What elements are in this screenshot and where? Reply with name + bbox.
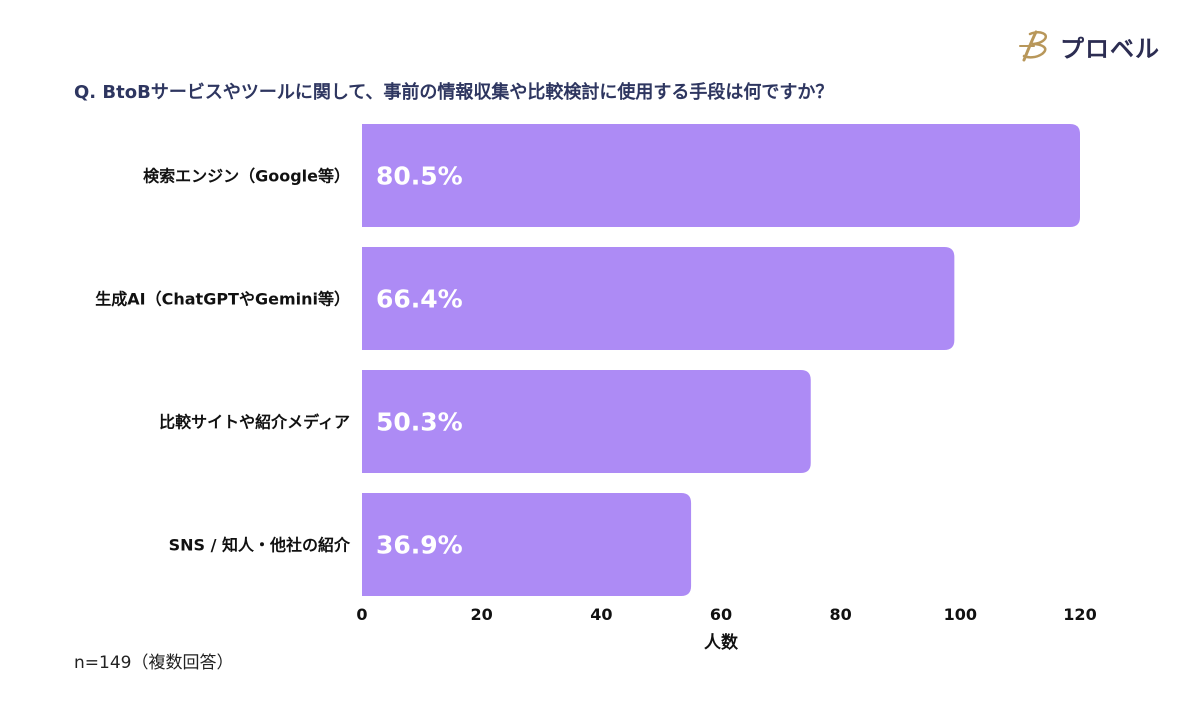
bar xyxy=(362,370,811,473)
bar xyxy=(362,493,692,596)
x-tick-label: 40 xyxy=(590,605,612,624)
bar-data-label: 80.5% xyxy=(376,162,463,191)
x-tick-label: 20 xyxy=(471,605,493,624)
x-axis-title: 人数 xyxy=(704,632,739,653)
brand-logo: プロベル xyxy=(1016,26,1160,66)
sample-size-note: n=149（複数回答） xyxy=(74,653,234,673)
bar xyxy=(362,124,1080,227)
bar-data-label: 50.3% xyxy=(376,408,463,437)
x-tick-label: 0 xyxy=(356,605,367,624)
category-label: SNS / 知人・他社の紹介 xyxy=(169,536,351,555)
category-label: 検索エンジン（Google等） xyxy=(143,167,350,186)
bar-data-label: 66.4% xyxy=(376,285,463,314)
x-tick-label: 100 xyxy=(944,605,977,624)
category-label: 生成AI（ChatGPTやGemini等） xyxy=(95,290,350,309)
question-title: Q. BtoBサービスやツールに関して、事前の情報収集や比較検討に使用する手段は… xyxy=(74,82,834,103)
bar xyxy=(362,247,955,350)
x-tick-label: 60 xyxy=(710,605,732,624)
x-tick-label: 80 xyxy=(830,605,852,624)
brand-mark-icon xyxy=(1019,30,1047,62)
x-tick-label: 120 xyxy=(1063,605,1096,624)
bar-data-label: 36.9% xyxy=(376,531,463,560)
category-label: 比較サイトや紹介メディア xyxy=(159,413,350,432)
brand-name: プロベル xyxy=(1060,34,1160,63)
